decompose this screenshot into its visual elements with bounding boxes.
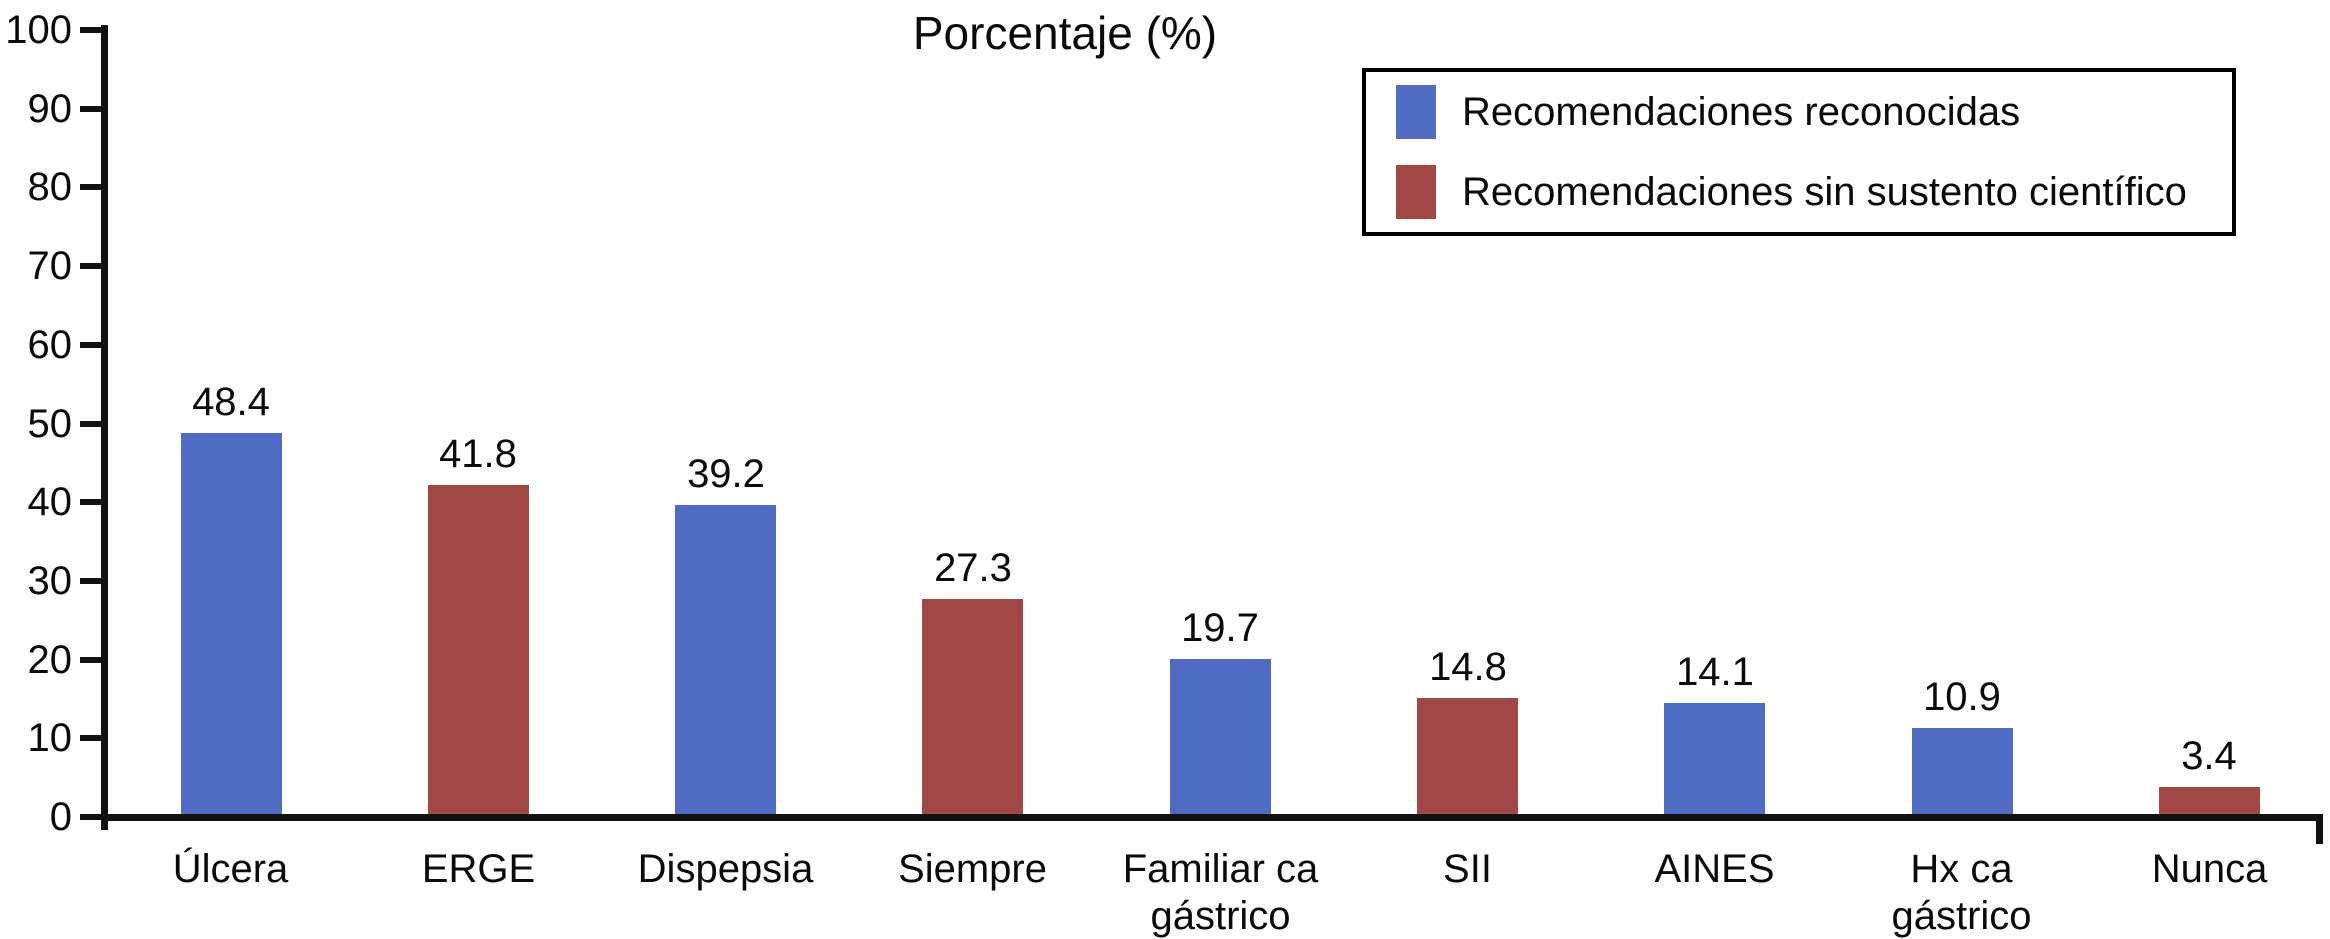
legend-item-reconocidas: Recomendaciones reconocidas bbox=[1396, 85, 2232, 139]
y-tick-70 bbox=[80, 263, 102, 270]
bar-value-label-5: 14.8 bbox=[1429, 645, 1507, 689]
chart-title: Porcentaje (%) bbox=[912, 7, 1218, 59]
y-tick-label-30: 30 bbox=[27, 558, 73, 603]
x-axis-line bbox=[101, 814, 2323, 821]
bar-value-label-3: 27.3 bbox=[934, 546, 1012, 590]
bar-6 bbox=[1664, 703, 1765, 814]
bar-value-label-7: 10.9 bbox=[1923, 675, 2001, 719]
y-tick-90 bbox=[80, 105, 102, 112]
y-tick-label-40: 40 bbox=[27, 480, 73, 525]
y-tick-label-90: 90 bbox=[27, 86, 73, 131]
bar-value-label-6: 14.1 bbox=[1676, 650, 1754, 694]
bar-value-label-4: 19.7 bbox=[1181, 606, 1259, 650]
legend-label-sin-sustento: Recomendaciones sin sustento científico bbox=[1462, 169, 2187, 214]
x-category-label-3: Siempre bbox=[898, 847, 1047, 891]
y-tick-10 bbox=[80, 735, 102, 742]
bar-value-label-0: 48.4 bbox=[192, 380, 270, 424]
legend-swatch-blue bbox=[1396, 85, 1436, 139]
y-tick-label-100: 100 bbox=[5, 8, 72, 52]
y-tick-0 bbox=[80, 814, 102, 820]
bar-5 bbox=[1417, 698, 1518, 814]
y-tick-40 bbox=[80, 499, 102, 506]
bar-2 bbox=[675, 505, 776, 814]
x-category-label-5: SII bbox=[1443, 847, 1492, 891]
x-axis-end-tick bbox=[2316, 814, 2323, 844]
bar-value-label-2: 39.2 bbox=[687, 452, 765, 496]
y-tick-label-20: 20 bbox=[27, 637, 73, 682]
legend-label-reconocidas: Recomendaciones reconocidas bbox=[1462, 89, 2021, 134]
x-category-label-7: Hx ca gástrico bbox=[1891, 847, 2032, 938]
y-tick-label-70: 70 bbox=[27, 244, 73, 289]
bar-value-label-1: 41.8 bbox=[439, 432, 517, 476]
legend: Recomendaciones reconocidas Recomendacio… bbox=[1362, 68, 2236, 236]
y-tick-label-0: 0 bbox=[49, 795, 72, 839]
bar-7 bbox=[1912, 728, 2013, 814]
legend-swatch-red bbox=[1396, 165, 1436, 219]
legend-item-sin-sustento: Recomendaciones sin sustento científico bbox=[1396, 165, 2232, 219]
y-tick-80 bbox=[80, 184, 102, 191]
y-axis-line bbox=[101, 25, 108, 830]
y-tick-label-80: 80 bbox=[27, 165, 73, 210]
bar-3 bbox=[922, 599, 1023, 814]
x-category-label-1: ERGE bbox=[421, 847, 536, 891]
x-category-label-4: Familiar ca gástrico bbox=[1122, 847, 1319, 938]
bar-8 bbox=[2159, 787, 2260, 814]
bar-1 bbox=[428, 485, 529, 814]
y-tick-50 bbox=[80, 420, 102, 427]
y-tick-20 bbox=[80, 656, 102, 663]
x-category-label-8: Nunca bbox=[2151, 847, 2268, 891]
y-tick-label-10: 10 bbox=[27, 716, 73, 761]
y-tick-label-60: 60 bbox=[27, 322, 73, 367]
bar-value-label-8: 3.4 bbox=[2181, 734, 2237, 778]
y-tick-100 bbox=[80, 27, 102, 33]
y-tick-30 bbox=[80, 577, 102, 584]
y-tick-label-50: 50 bbox=[27, 401, 73, 446]
x-category-label-6: AINES bbox=[1654, 847, 1775, 891]
x-category-label-2: Dispepsia bbox=[637, 847, 814, 891]
bar-4 bbox=[1170, 659, 1271, 814]
bar-0 bbox=[181, 433, 282, 814]
y-tick-60 bbox=[80, 341, 102, 348]
x-category-label-0: Úlcera bbox=[172, 847, 289, 891]
